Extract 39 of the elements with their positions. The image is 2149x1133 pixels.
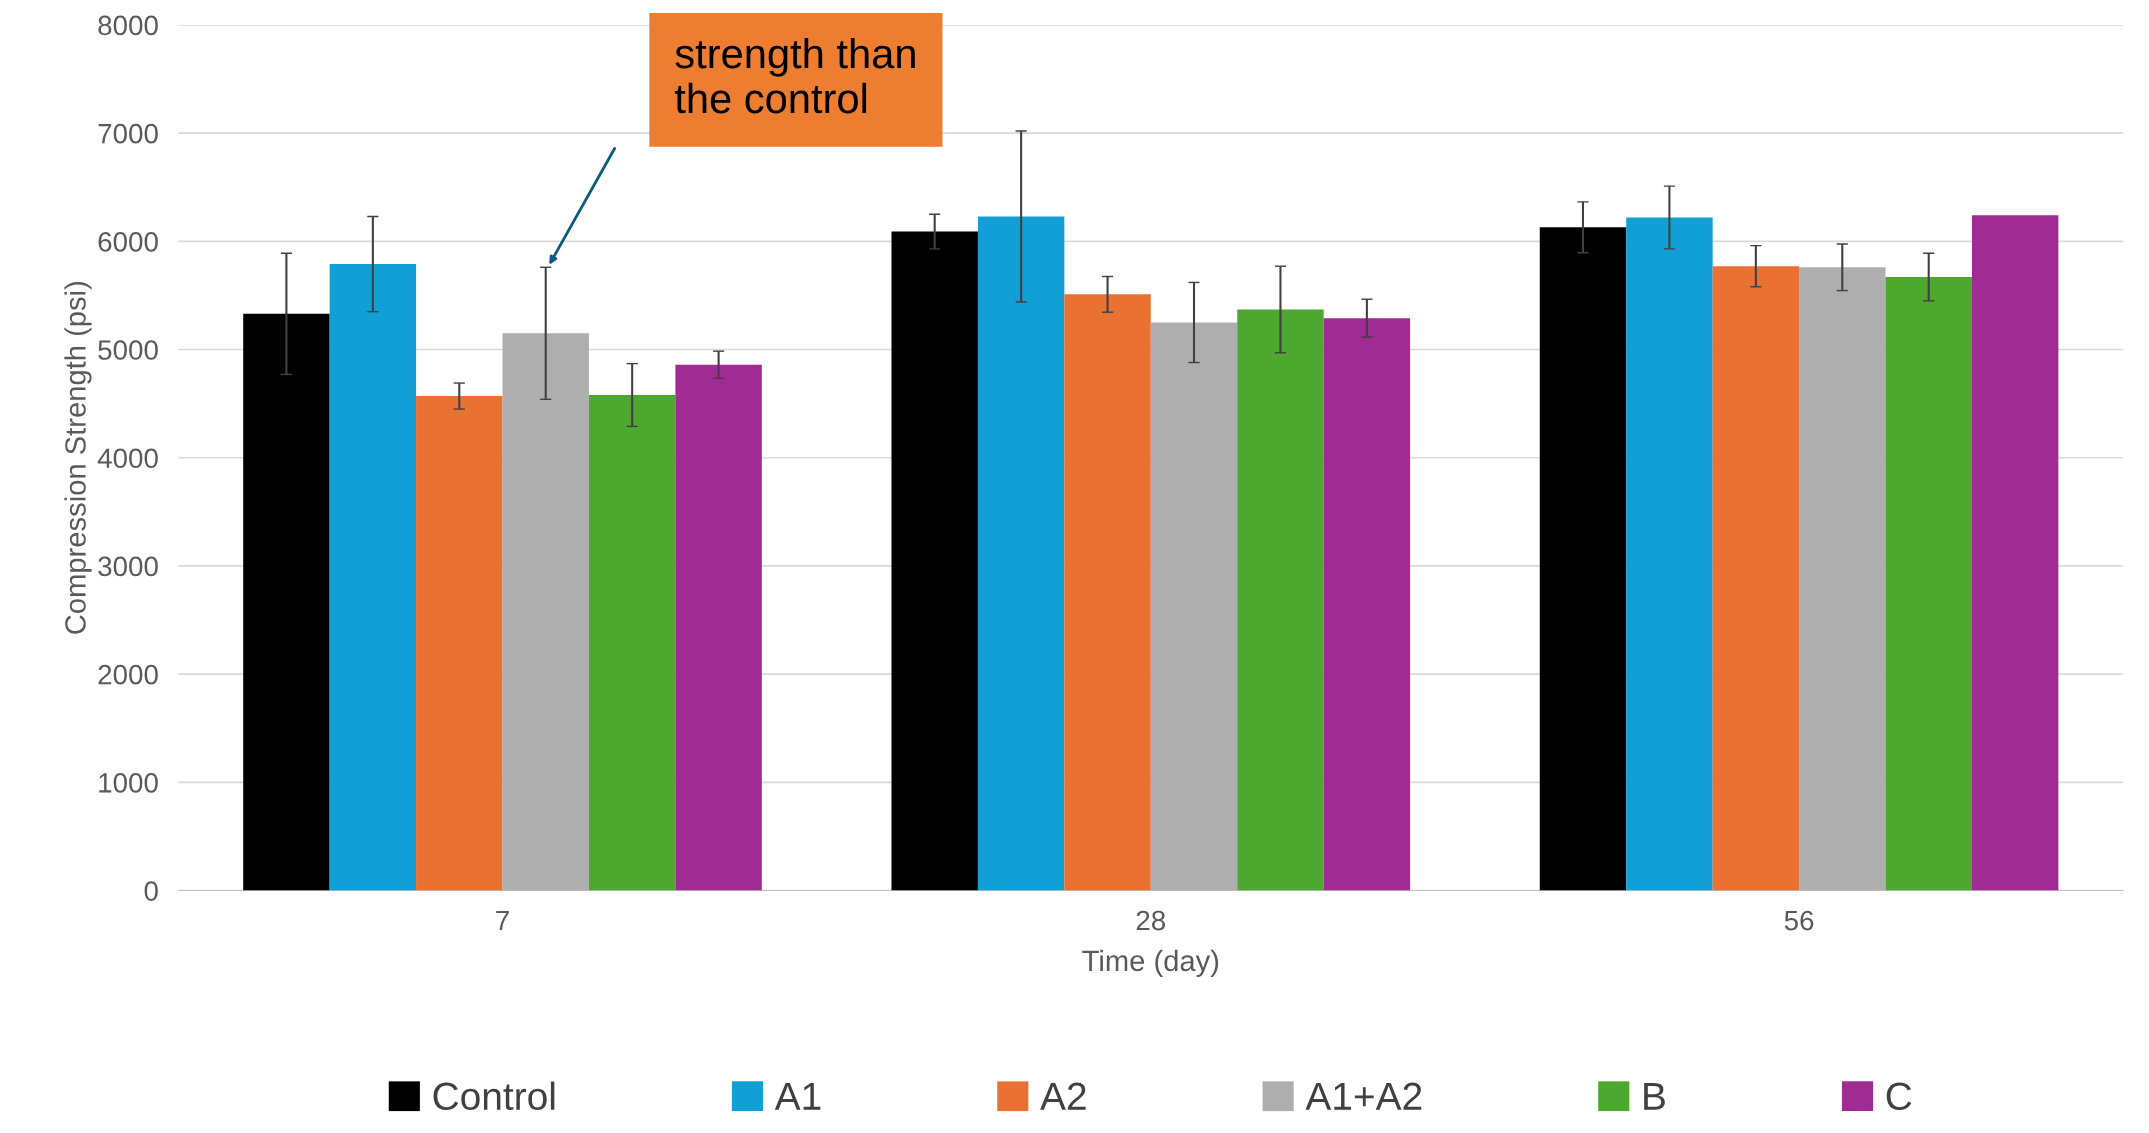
bar: [1971, 215, 2059, 891]
legend-label: B: [1644, 1082, 1665, 1110]
y-tick-label: 1000: [99, 773, 158, 793]
legend-label: C: [1886, 1082, 1912, 1111]
y-tick-label: 8000: [98, 15, 158, 36]
bar: [416, 396, 503, 891]
bar: [1539, 227, 1627, 891]
x-tick-label: 56: [1784, 910, 1814, 931]
bar: [1323, 318, 1411, 891]
y-tick-label: 4000: [97, 448, 158, 469]
y-tick-label: 6000: [98, 232, 158, 252]
annotation: strength than the control: [674, 37, 915, 114]
bar: [329, 264, 417, 891]
legend-label: Control: [433, 1081, 555, 1111]
bar: [1885, 277, 1972, 891]
bar: [243, 313, 330, 891]
x-tick-label: 28: [1136, 910, 1166, 931]
bar: [1626, 217, 1713, 891]
bar: [1237, 309, 1324, 891]
bar: [502, 333, 589, 891]
bar: [588, 394, 676, 891]
y-tick-label: 7000: [98, 123, 158, 144]
bar: [891, 231, 978, 891]
y-tick-label: 5000: [98, 340, 158, 360]
bar: [977, 216, 1065, 891]
legend-label: A1: [774, 1082, 821, 1110]
x-axis-title: Time (day): [1082, 949, 1219, 977]
y-tick-label: 0: [144, 881, 158, 901]
x-tick-label: 7: [496, 911, 509, 931]
y-axis-title: Compression Strength (psi): [64, 282, 92, 634]
y-tick-label: 2000: [98, 664, 158, 685]
bar: [1799, 267, 1886, 891]
bar: [1150, 322, 1238, 891]
bar: [1712, 266, 1800, 891]
bar: [675, 364, 762, 891]
y-tick-label: 3000: [98, 556, 158, 577]
bar: [1064, 294, 1151, 891]
legend-label: A2: [1040, 1082, 1086, 1110]
legend-label: A1+A2: [1305, 1082, 1422, 1110]
